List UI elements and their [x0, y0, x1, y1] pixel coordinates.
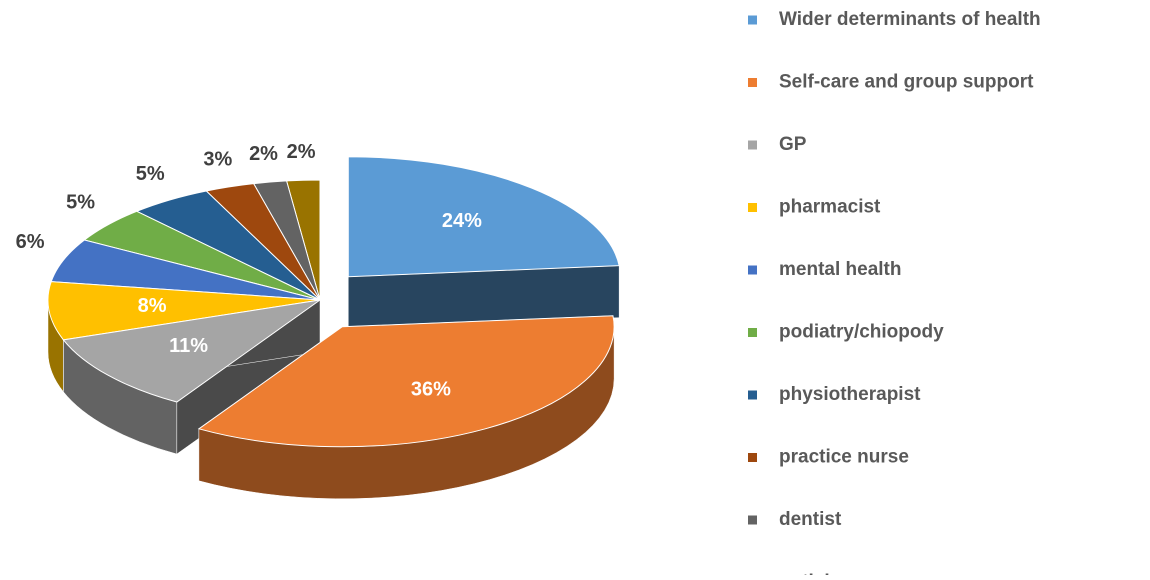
legend-swatch	[748, 78, 757, 87]
data-label: 2%	[249, 143, 278, 165]
data-label: 3%	[203, 148, 232, 170]
data-label: 5%	[136, 163, 165, 185]
legend-swatch	[748, 390, 757, 400]
slice	[347, 156, 620, 278]
slice	[197, 315, 615, 448]
legend-swatch	[748, 203, 757, 212]
data-label: 36%	[411, 378, 451, 400]
legend-label: Wider determinants of health	[779, 9, 1041, 30]
legend-label: practice nurse	[779, 447, 909, 468]
data-label: 6%	[16, 231, 45, 253]
legend-label: pharmacist	[779, 197, 881, 218]
legend-label: GP	[779, 134, 807, 155]
legend-swatch	[748, 328, 757, 337]
legend-label: Self-care and group support	[779, 72, 1034, 93]
data-label: 8%	[138, 295, 167, 317]
legend-swatch	[748, 515, 757, 525]
legend-swatch	[748, 15, 757, 25]
legend-swatch	[748, 265, 757, 275]
legend-label: mental health	[779, 259, 901, 280]
slice	[47, 281, 321, 341]
data-label: 24%	[442, 210, 482, 232]
slice	[62, 299, 321, 403]
legend-swatch	[748, 140, 757, 150]
data-label: 11%	[169, 335, 208, 357]
data-label: 2%	[287, 141, 316, 163]
legend-label: optician	[779, 572, 852, 575]
legend-label: podiatry/chiopody	[779, 322, 944, 343]
legend-label: dentist	[779, 509, 842, 530]
legend-swatch	[748, 453, 757, 462]
legend-label: physiotherapist	[779, 384, 921, 405]
data-label: 5%	[66, 191, 95, 213]
